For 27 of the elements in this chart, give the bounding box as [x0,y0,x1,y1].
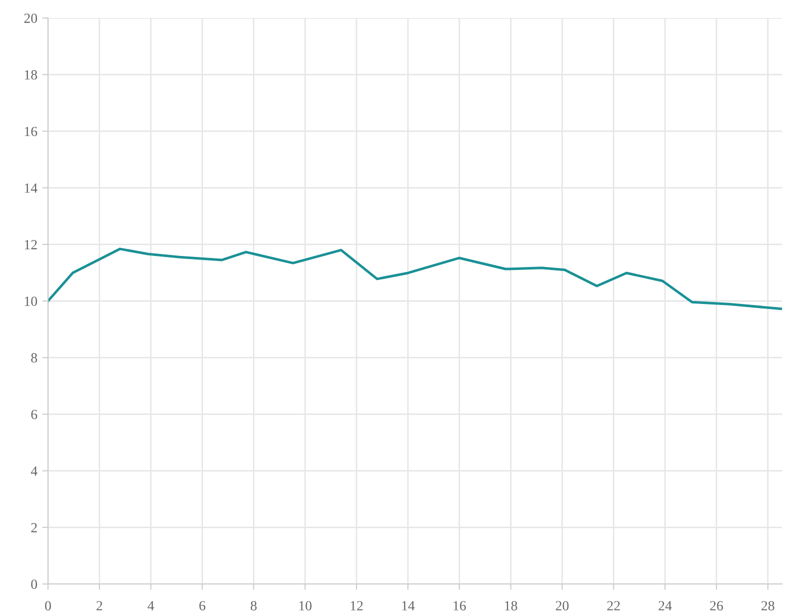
x-tick-label: 14 [402,601,415,610]
x-tick-label: 10 [299,601,312,610]
x-tick-label: 2 [96,601,102,610]
x-tick-label: 6 [199,601,206,610]
y-tick-label: 16 [24,126,38,136]
x-tick-label: 12 [350,601,363,610]
x-tick-label: 16 [454,601,466,610]
y-tick-label: 10 [24,296,38,306]
y-tick-label: 12 [24,240,37,250]
x-tick-label: 26 [710,601,723,610]
x-tick-label: 4 [148,601,154,610]
x-tick-label: 8 [250,601,257,610]
x-tick-label: 0 [45,601,51,610]
y-tick-label: 18 [24,70,38,80]
x-tick-label: 24 [658,601,672,610]
y-tick-label: 2 [31,523,37,532]
line-series [48,248,782,310]
x-tick-label: 28 [762,601,774,610]
x-tick-label: 20 [556,601,569,610]
y-tick-label: 8 [31,353,38,363]
x-tick-label: 22 [607,601,620,610]
y-tick-label: 20 [24,14,38,23]
x-tick-label: 18 [505,601,518,610]
y-tick-label: 6 [31,410,38,420]
y-tick-label: 0 [31,580,38,589]
y-tick-label: 4 [30,466,38,476]
y-tick-label: 14 [24,183,38,193]
